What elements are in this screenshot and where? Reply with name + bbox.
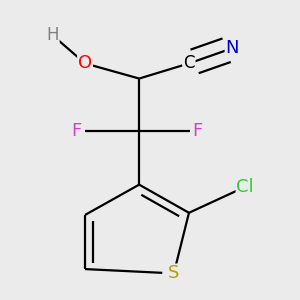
Text: Cl: Cl (236, 178, 254, 196)
Text: F: F (71, 122, 82, 140)
Text: H: H (46, 26, 59, 44)
Text: C: C (183, 54, 195, 72)
Text: N: N (226, 39, 239, 57)
Text: O: O (78, 54, 92, 72)
Text: F: F (193, 122, 203, 140)
Text: S: S (168, 264, 179, 282)
